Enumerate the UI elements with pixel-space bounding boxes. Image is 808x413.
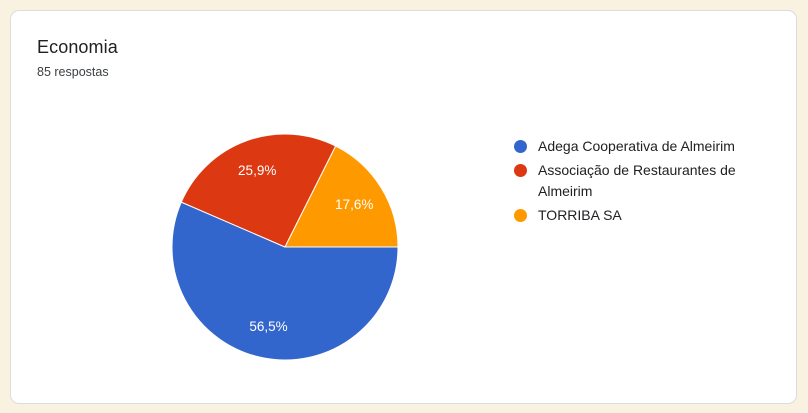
legend-item: Adega Cooperativa de Almeirim [514, 136, 790, 157]
pie-slice-3[interactable] [284, 145, 399, 248]
legend-color-dot [514, 140, 527, 153]
pie-slice-label: 56,5% [249, 319, 287, 334]
pie-slice-label: 25,9% [238, 163, 276, 178]
pie-slice-label: 17,6% [335, 197, 373, 212]
legend-color-dot [514, 209, 527, 222]
legend-label: Associação de Restaurantes de Almeirim [538, 162, 736, 199]
question-title: Economia [37, 37, 118, 57]
pie-slice-1[interactable] [171, 201, 399, 361]
pie-chart-area: 56,5% 25,9% 17,6% Adega Cooperativa de Alm… [11, 107, 796, 403]
chart-legend: Adega Cooperativa de Almeirim Associação … [514, 136, 790, 229]
pie-slice-2[interactable] [180, 133, 337, 248]
legend-item: TORRIBA SA [514, 205, 790, 226]
legend-label: TORRIBA SA [538, 207, 622, 223]
legend-item: Associação de Restaurantes de Almeirim [514, 160, 790, 202]
legend-color-dot [514, 164, 527, 177]
pie-chart: 56,5% 25,9% 17,6% [171, 133, 399, 361]
question-summary-card: Economia 85 respostas 56,5% 25,9% 17,6% Ad… [10, 10, 797, 404]
legend-label: Adega Cooperativa de Almeirim [538, 138, 735, 154]
response-count: 85 respostas [37, 65, 109, 79]
